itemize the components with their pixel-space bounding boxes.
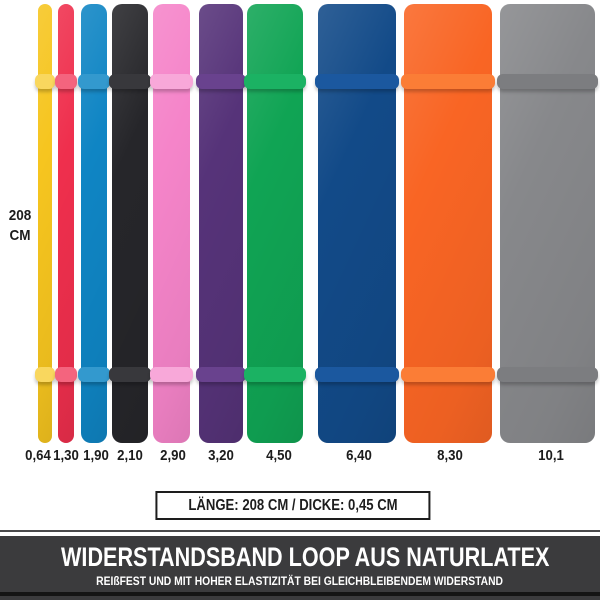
length-value: 208	[8, 207, 32, 224]
band-width-label-blue: 1,90	[83, 447, 109, 464]
banner-bottom-rule	[0, 592, 600, 596]
band-clip-top-black	[109, 74, 151, 89]
band-clip-top-green	[244, 74, 306, 89]
band-clip-bottom-orange	[401, 367, 495, 382]
band-clip-bottom-blue	[78, 367, 110, 382]
band-yellow	[38, 4, 52, 443]
banner-top-rule	[0, 530, 600, 532]
band-width-label-red: 1,30	[53, 447, 79, 464]
band-clip-bottom-black	[109, 367, 151, 382]
band-width-label-green: 4,50	[266, 447, 292, 464]
band-clip-bottom-purple	[196, 367, 246, 382]
band-width-label-purple: 3,20	[208, 447, 234, 464]
banner-title: WIDERSTANDSBAND LOOP AUS NATURLATEX	[61, 542, 550, 572]
spec-box: LÄNGE: 208 CM / DICKE: 0,45 CM	[155, 491, 431, 520]
band-width-label-orange: 8,30	[437, 447, 463, 464]
band-clip-top-yellow	[35, 74, 55, 89]
band-clip-bottom-navy	[315, 367, 399, 382]
band-clip-top-pink	[150, 74, 193, 89]
band-clip-bottom-gray	[497, 367, 598, 382]
band-width-label-pink: 2,90	[160, 447, 186, 464]
band-clip-bottom-green	[244, 367, 306, 382]
spec-box-text: LÄNGE: 208 CM / DICKE: 0,45 CM	[188, 497, 398, 514]
band-clip-top-gray	[497, 74, 598, 89]
band-red	[58, 4, 74, 443]
band-width-label-navy: 6,40	[346, 447, 372, 464]
band-clip-bottom-yellow	[35, 367, 55, 382]
band-width-label-gray: 10,1	[538, 447, 564, 464]
length-unit: CM	[9, 227, 31, 244]
banner-subtitle: REIßFEST UND MIT HOHER ELASTIZITÄT BEI G…	[96, 574, 504, 588]
band-width-label-black: 2,10	[117, 447, 143, 464]
length-label: 208 CM	[2, 206, 38, 246]
band-clip-top-purple	[196, 74, 246, 89]
band-clip-top-orange	[401, 74, 495, 89]
band-width-label-yellow: 0,64	[25, 447, 51, 464]
band-clip-top-navy	[315, 74, 399, 89]
band-clip-top-red	[55, 74, 77, 89]
banner-background	[0, 536, 600, 600]
band-clip-bottom-pink	[150, 367, 193, 382]
banner: WIDERSTANDSBAND LOOP AUS NATURLATEX REIß…	[0, 536, 600, 600]
band-clip-bottom-red	[55, 367, 77, 382]
band-clip-top-blue	[78, 74, 110, 89]
